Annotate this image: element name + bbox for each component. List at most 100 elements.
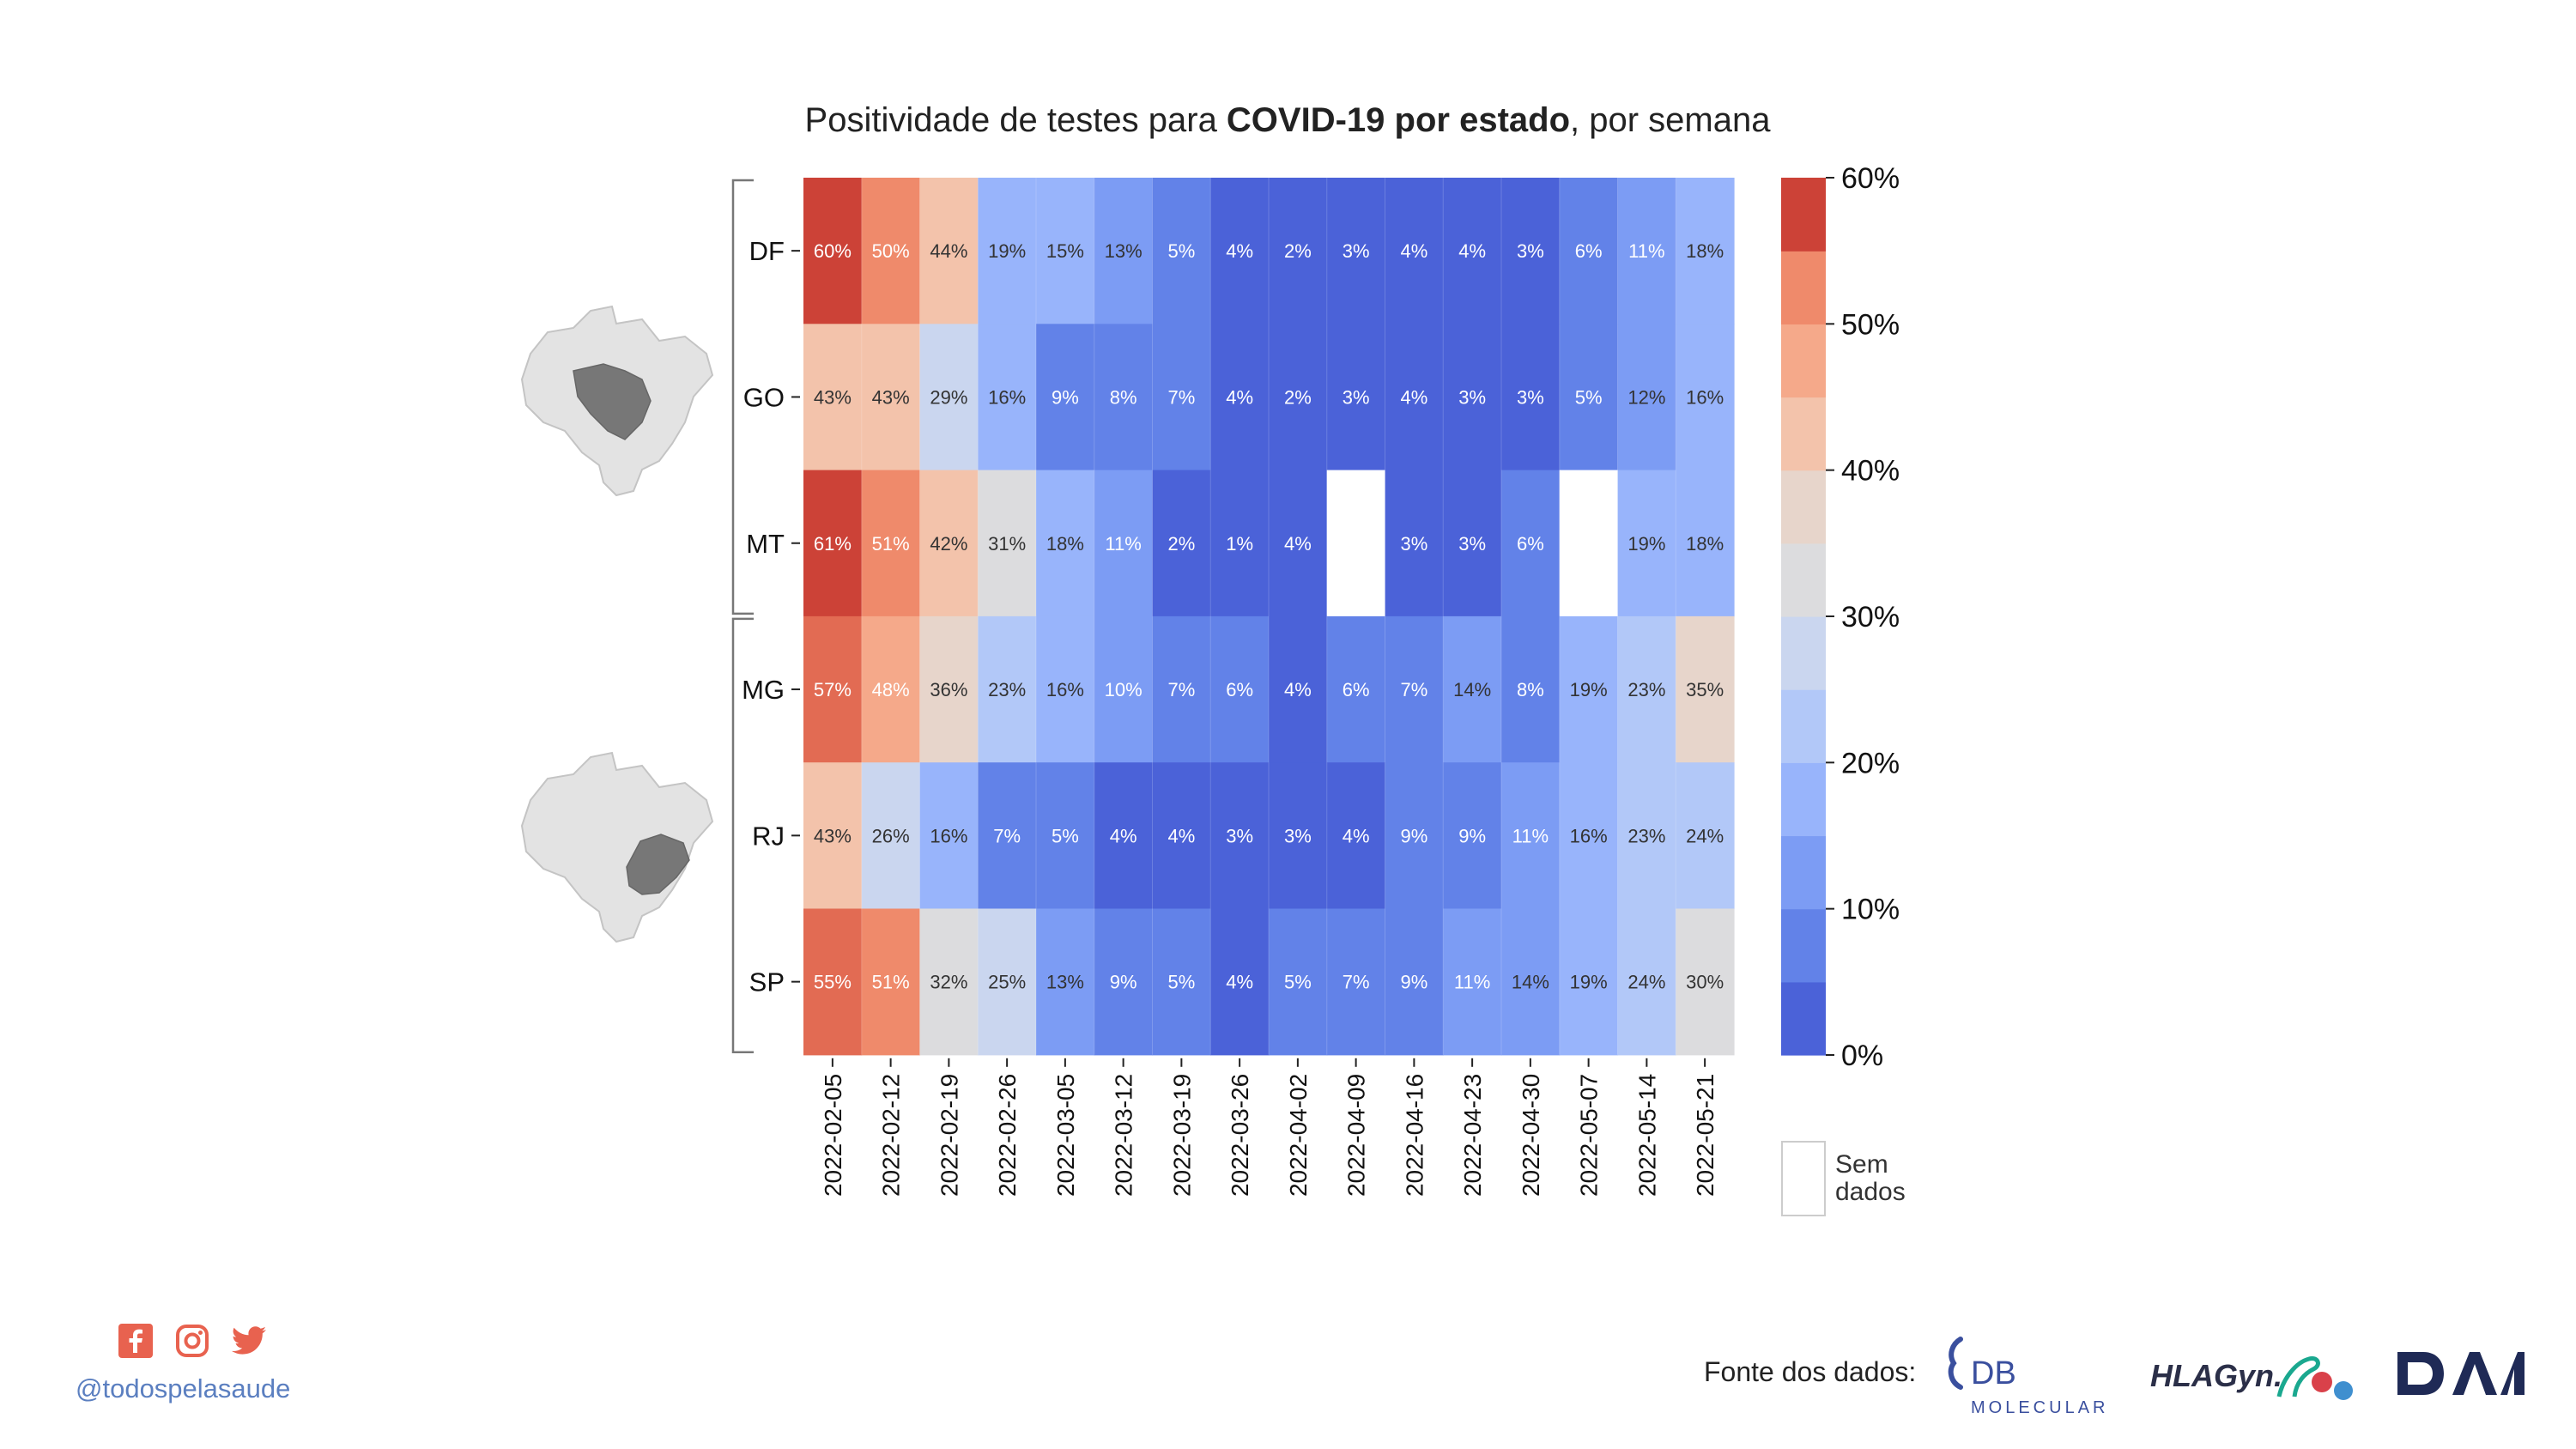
heatmap-cell [1501, 324, 1561, 471]
heatmap-cell [1385, 615, 1444, 763]
cell-value-label: 7% [1167, 386, 1195, 408]
title-part-0: Positividade de testes para [805, 101, 1227, 139]
cell-value-label: 9% [1400, 972, 1427, 993]
facebook-icon[interactable] [117, 1322, 155, 1360]
no-data-label-1: Sem [1835, 1150, 1888, 1179]
heatmap-cell [1036, 470, 1095, 617]
cell-value-label: 4% [1343, 825, 1370, 846]
cell-value-label: 11% [1628, 240, 1664, 262]
cell-value-label: 23% [988, 679, 1026, 700]
cell-value-label: 31% [988, 533, 1026, 555]
cell-value-label: 18% [1046, 533, 1084, 555]
heatmap-cell [1094, 908, 1154, 1056]
cell-value-label: 11% [1512, 825, 1549, 846]
cell-value-label: 9% [1110, 972, 1137, 993]
cell-value-label: 7% [1400, 679, 1427, 700]
heatmap-cell [803, 762, 863, 910]
cell-value-label: 3% [1226, 825, 1253, 846]
social-handle[interactable]: @todospelasaude [76, 1373, 291, 1404]
cell-value-label: 14% [1512, 972, 1549, 993]
cell-value-label: 18% [1686, 240, 1724, 262]
cell-value-label: 24% [1686, 825, 1724, 846]
chart-title-text: Positividade de testes para COVID-19 por… [805, 101, 1772, 139]
cell-value-label: 19% [1627, 533, 1665, 555]
heatmap-cell [1559, 908, 1619, 1056]
colorbar-bin [1781, 470, 1826, 544]
heatmap-cell [1094, 615, 1154, 763]
colorbar-bin [1781, 981, 1826, 1056]
heatmap-cell [1326, 178, 1386, 324]
heatmap-cell [1094, 324, 1154, 471]
heatmap-cell [1559, 324, 1619, 471]
heatmap-cell [1269, 178, 1328, 324]
cell-value-label: 60% [814, 240, 852, 262]
heatmap-cell [1443, 615, 1502, 763]
title-part-2: , por semana [1570, 101, 1771, 139]
heatmap-cell [1559, 762, 1619, 910]
heatmap-cell [803, 908, 863, 1056]
heatmap-cell [1501, 762, 1561, 910]
heatmap-cell [1094, 178, 1154, 324]
heatmap-cell [861, 908, 921, 1056]
y-label-mg: MG [742, 675, 785, 705]
heatmap-cell [1152, 324, 1211, 471]
twitter-icon[interactable] [230, 1322, 268, 1360]
heatmap-cell [1036, 762, 1095, 910]
heatmap-cell [1385, 178, 1444, 324]
cell-value-label: 6% [1226, 679, 1253, 700]
cell-value-label: 3% [1517, 386, 1544, 408]
db-logo-subtext: MOLECULAR [1971, 1398, 2108, 1417]
cell-value-label: 5% [1167, 240, 1195, 262]
x-label: 2022-04-30 [1518, 1074, 1544, 1197]
cell-value-label: 26% [872, 825, 910, 846]
cell-value-label: 14% [1453, 679, 1491, 700]
colorbar-bin-top [1781, 178, 1826, 252]
heatmap-cell [1094, 762, 1154, 910]
cell-value-label: 11% [1105, 533, 1141, 555]
cell-value-label: 9% [1052, 386, 1079, 408]
social-footer: @todospelasaude [76, 1322, 333, 1404]
cell-value-label: 61% [814, 533, 852, 555]
hla-logo-text: HLAGyn. [2150, 1358, 2282, 1393]
heatmap-cell [1326, 908, 1386, 1056]
y-axis-labels: DF GO MT MG RJ SP [742, 236, 800, 997]
colorbar-tick-label: 40% [1841, 455, 1900, 488]
colorbar-bin [1781, 689, 1826, 763]
instagram-icon[interactable] [173, 1322, 211, 1360]
heatmap-cell [1385, 324, 1444, 471]
y-label-sp: SP [749, 967, 785, 997]
heatmap-cell-empty [1559, 470, 1618, 616]
cell-value-label: 8% [1110, 386, 1137, 408]
colorbar-bin [1781, 324, 1826, 398]
cell-value-label: 6% [1575, 240, 1603, 262]
heatmap-cell [861, 762, 921, 910]
cell-value-label: 29% [930, 386, 967, 408]
cell-value-label: 4% [1458, 240, 1486, 262]
heatmap-cell [861, 470, 921, 617]
cell-value-label: 50% [872, 240, 910, 262]
heatmap-cell [1210, 615, 1270, 763]
cell-value-label: 6% [1343, 679, 1370, 700]
x-label: 2022-02-05 [820, 1074, 846, 1197]
cell-value-label: 13% [1105, 240, 1143, 262]
heatmap-cell [803, 615, 863, 763]
cell-value-label: 18% [1686, 533, 1724, 555]
cell-value-label: 23% [1627, 679, 1665, 700]
colorbar-bin [1781, 616, 1826, 690]
heatmap-cell [1152, 178, 1211, 324]
heatmap-cell [1617, 178, 1676, 324]
heatmap-cell [1210, 908, 1270, 1056]
heatmap-cell [1501, 908, 1561, 1056]
brazil-map-centro-oeste [520, 305, 714, 497]
heatmap-cell [919, 908, 979, 1056]
cell-value-label: 4% [1400, 240, 1427, 262]
cell-value-label: 2% [1284, 386, 1312, 408]
y-label-mt: MT [746, 529, 785, 559]
cell-value-label: 9% [1458, 825, 1486, 846]
x-label: 2022-04-16 [1401, 1074, 1427, 1197]
colorbar-bin [1781, 397, 1826, 471]
heatmap-cell [1501, 470, 1561, 617]
heatmap-cell [919, 615, 979, 763]
cell-value-label: 43% [814, 825, 852, 846]
heatmap-cell [1676, 908, 1735, 1056]
